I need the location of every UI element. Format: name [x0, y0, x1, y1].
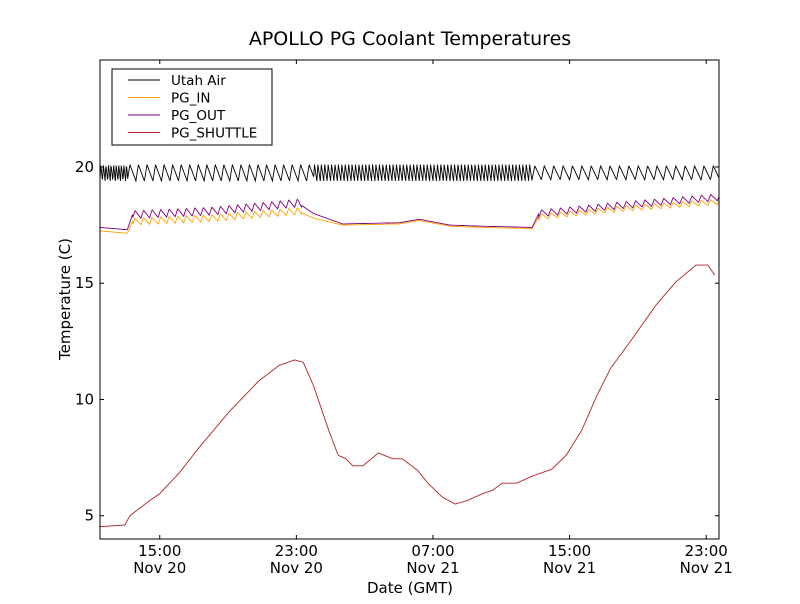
y-tick-label: 15: [75, 274, 94, 292]
x-tick-label-time: 15:00: [138, 542, 181, 560]
y-tick-label: 20: [75, 158, 94, 176]
series-line-pg-in: [100, 199, 720, 234]
plot-frame: [99, 59, 720, 540]
series-line-pg-shuttle: [100, 264, 716, 528]
series-layer: [99, 163, 720, 528]
legend-label: PG_OUT: [171, 108, 226, 124]
x-axis-label: Date (GMT): [367, 579, 453, 597]
legend-label: PG_SHUTTLE: [171, 126, 257, 142]
x-tick-label-date: Nov 21: [543, 559, 596, 577]
series-line-utah-air: [99, 163, 720, 183]
y-tick-label: 5: [84, 507, 94, 525]
series-line-pg-out: [100, 194, 720, 231]
x-tick-label-date: Nov 20: [270, 559, 323, 577]
legend-label: Utah Air: [171, 73, 226, 89]
y-axis-label: Temperature (C): [56, 238, 74, 361]
x-tick-label-time: 23:00: [685, 542, 728, 560]
legend-label: PG_IN: [171, 91, 210, 107]
y-tick-label: 10: [75, 390, 94, 408]
chart-title: APOLLO PG Coolant Temperatures: [249, 28, 571, 50]
x-tick-label-date: Nov 21: [680, 559, 733, 577]
x-tick-label-time: 23:00: [275, 542, 318, 560]
x-tick-label-time: 15:00: [548, 542, 591, 560]
x-tick-label-date: Nov 20: [133, 559, 186, 577]
x-tick-label-date: Nov 21: [406, 559, 459, 577]
x-tick-label-time: 07:00: [411, 542, 454, 560]
